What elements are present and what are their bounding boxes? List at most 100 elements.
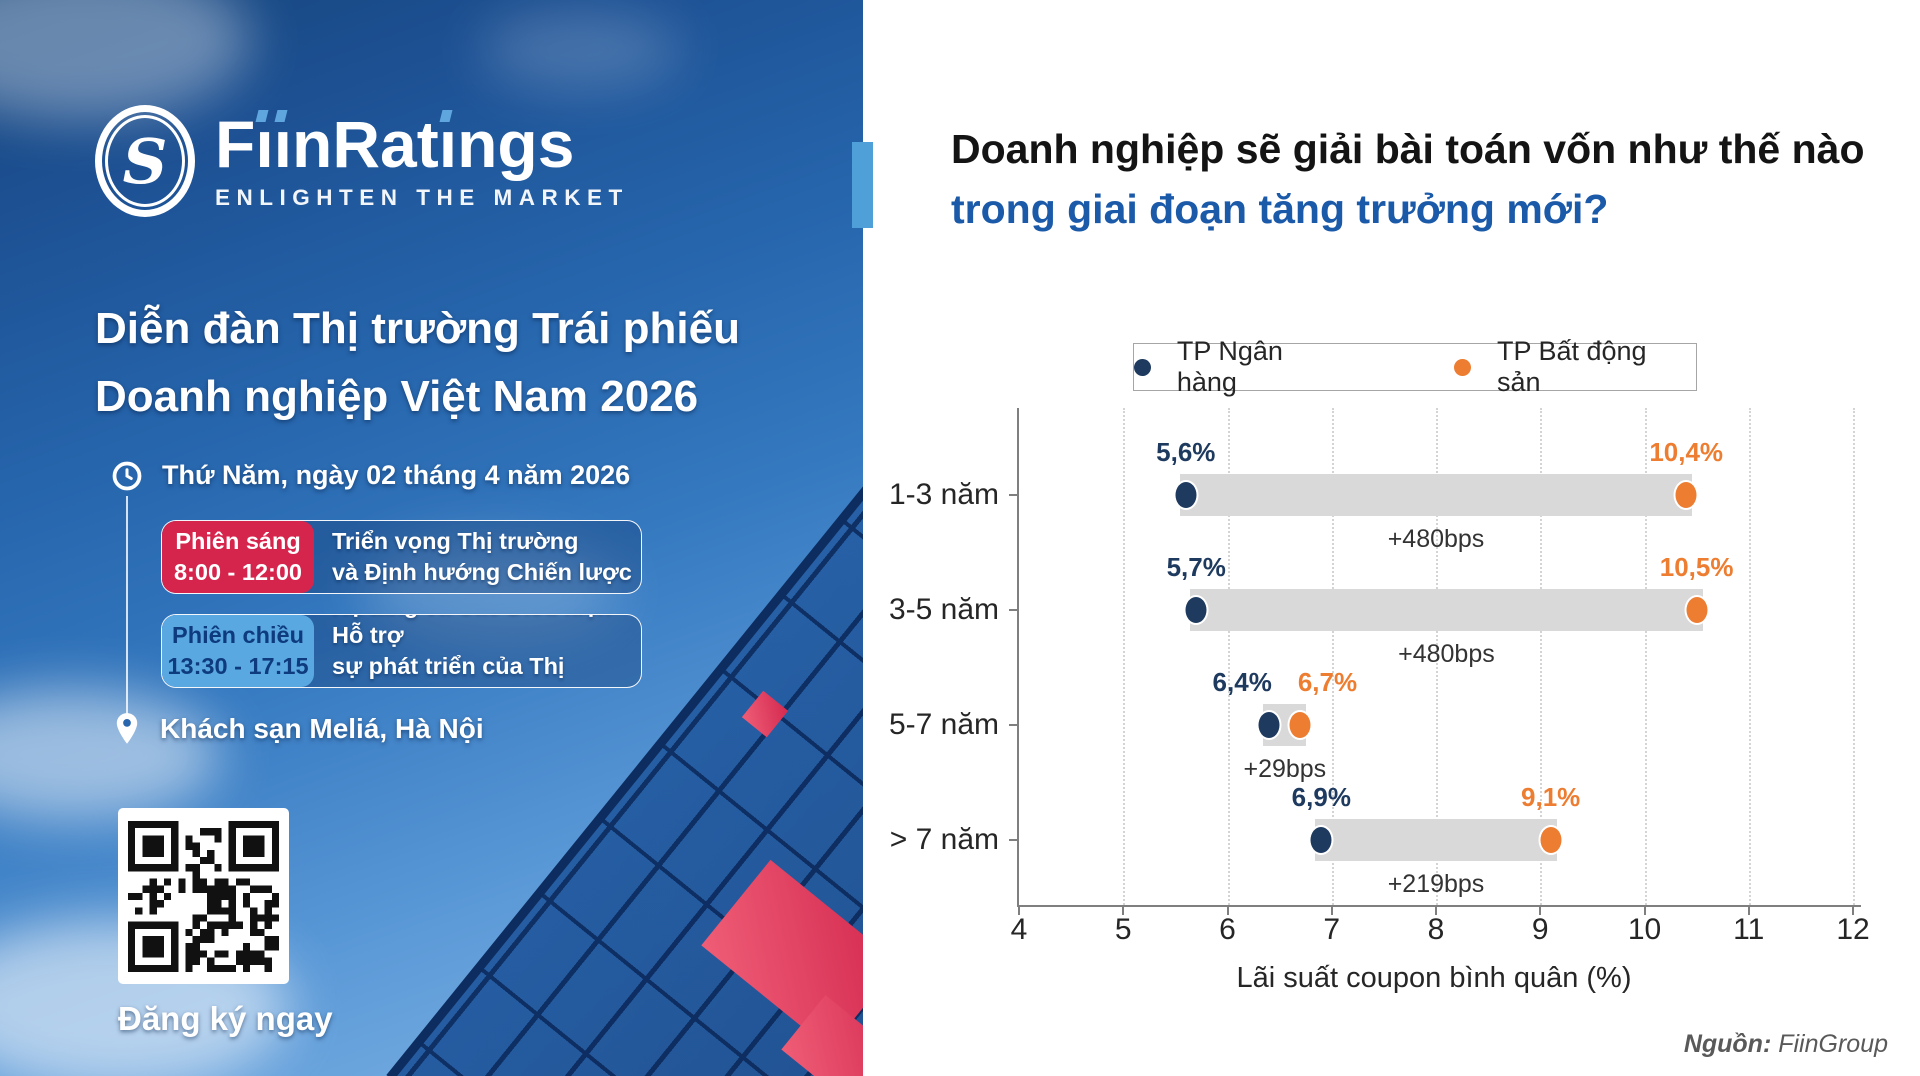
y-axis-tick: [1009, 494, 1017, 496]
x-axis-tick-label: 12: [1836, 913, 1870, 946]
session-topic-line1: Triển vọng Thị trường: [332, 528, 579, 555]
event-title-line2: Doanh nghiệp Việt Nam 2026: [95, 372, 699, 422]
fiinratings-logo: S FıınRatıngs ENLIGHTEN THE MARKET: [95, 105, 629, 217]
cloud: [360, 540, 620, 640]
gridline: [1748, 408, 1751, 905]
x-axis-tick-label: 11: [1733, 913, 1765, 946]
session-topic-line1: Hạ tầng và Các Điều kiện Hỗ trợ: [332, 615, 612, 649]
y-category-label: > 7 năm: [889, 823, 999, 856]
session-morning-topic: Triển vọng Thị trường và Định hướng Chiế…: [314, 521, 641, 593]
x-axis-tick-label: 7: [1323, 913, 1341, 946]
session-time: 13:30 - 17:15: [167, 653, 309, 679]
value-label: 10,4%: [1649, 437, 1724, 467]
y-axis-tick: [1009, 839, 1017, 841]
session-afternoon-topic: Hạ tầng và Các Điều kiện Hỗ trợ sự phát …: [314, 615, 641, 687]
event-date: Thứ Năm, ngày 02 tháng 4 năm 2026: [162, 460, 631, 490]
dumbbell-chart-plot-area: 4 5 6 7 8 9 10 11 12 1-3 năm 5,6% 10,4% +480bps 3-5 n…: [889, 408, 1870, 946]
spread-bar: [1179, 474, 1693, 516]
session-afternoon: Phiên chiều 13:30 - 17:15 Hạ tầng và Các…: [161, 614, 642, 688]
spread-bps-label: +29bps: [1243, 755, 1327, 783]
y-category-label: 1-3 năm: [888, 478, 999, 511]
clock-icon: [112, 461, 142, 491]
data-point-realestate: [1686, 597, 1708, 623]
gridline: [1227, 408, 1230, 905]
legend-item: TP Bất động sản: [1454, 336, 1696, 398]
legend-label: TP Ngân hàng: [1176, 336, 1283, 397]
session-name: Phiên chiều: [172, 622, 304, 649]
x-axis-tick-label: 9: [1531, 913, 1549, 946]
heading-accent-bar: [852, 142, 873, 228]
chart-heading-line1: Doanh nghiệp sẽ giải bài toán vốn như th…: [951, 126, 1865, 172]
value-label: 6,9%: [1291, 782, 1351, 812]
spread-bar: [1190, 589, 1703, 631]
gridline: [1436, 408, 1438, 905]
brand-letter-i: ı: [438, 107, 458, 181]
data-point-bank: [1258, 712, 1280, 738]
fiinratings-emblem-icon: S: [95, 105, 195, 217]
event-location-row: Khách sạn Meliá, Hà Nội: [112, 712, 484, 746]
brand-letter-i: ı: [255, 107, 274, 181]
brand-name: FıınRatıngs: [215, 107, 575, 181]
x-axis-tick: [1018, 907, 1020, 915]
event-banner-panel: S FıınRatıngs ENLIGHTEN THE MARKET Diễn …: [0, 0, 863, 1076]
source-value: FiinGroup: [1778, 1030, 1888, 1058]
source-label: Nguồn:: [1683, 1030, 1772, 1058]
brand-tagline: ENLIGHTEN THE MARKET: [215, 185, 629, 210]
y-axis-tick: [1009, 609, 1017, 611]
data-point-realestate: [1675, 482, 1697, 508]
cloud: [0, 690, 220, 820]
event-title: Diễn đàn Thị trường Trái phiếu Doanh ngh…: [95, 295, 740, 431]
gridline: [1540, 408, 1543, 905]
legend-item: TP Ngân hàng: [1134, 336, 1349, 398]
data-point-bank: [1175, 482, 1197, 508]
spread-bps-label: +480bps: [1387, 525, 1485, 553]
spread-bps-label: +480bps: [1398, 640, 1495, 668]
x-axis-tick: [1435, 907, 1437, 915]
x-axis-tick: [1226, 907, 1229, 915]
y-axis-tick: [1009, 724, 1017, 726]
logo-text-block: FıınRatıngs ENLIGHTEN THE MARKET: [215, 111, 629, 211]
value-label: 6,7%: [1297, 667, 1358, 697]
x-axis-tick-label: 6: [1219, 913, 1236, 946]
event-date-row: Thứ Năm, ngày 02 tháng 4 năm 2026: [112, 460, 630, 491]
session-morning: Phiên sáng 8:00 - 12:00 Triển vọng Thị t…: [161, 520, 642, 594]
x-axis-tick: [1643, 907, 1646, 915]
y-category-label: 3-5 năm: [888, 593, 999, 626]
gridline: [1331, 408, 1334, 905]
legend-label: TP Bất động sản: [1496, 336, 1647, 397]
legend-marker-icon: [1134, 358, 1151, 376]
brand-letter-i: ı: [273, 107, 293, 181]
event-location: Khách sạn Meliá, Hà Nội: [160, 713, 484, 744]
x-axis-title: Lãi suất coupon bình quân (%): [1236, 962, 1632, 994]
event-title-line1: Diễn đàn Thị trường Trái phiếu: [95, 304, 740, 353]
x-axis-tick: [1330, 907, 1333, 915]
spread-bar: [1315, 819, 1557, 861]
source-note: Nguồn: FiinGroup: [1684, 1030, 1888, 1059]
session-morning-time-badge: Phiên sáng 8:00 - 12:00: [162, 521, 314, 593]
data-point-realestate: [1540, 827, 1562, 853]
data-point-bank: [1310, 827, 1332, 853]
timeline-connector: [126, 496, 128, 724]
spread-bps-label: +219bps: [1387, 870, 1485, 898]
chart-legend: TP Ngân hàng TP Bất động sản: [1133, 336, 1697, 397]
legend-marker-icon: [1454, 358, 1471, 376]
session-time: 8:00 - 12:00: [173, 559, 303, 585]
gridline: [1123, 408, 1126, 905]
session-name: Phiên sáng: [175, 528, 301, 555]
x-axis-tick: [1539, 907, 1542, 915]
x-axis-tick-label: 8: [1427, 913, 1445, 946]
gridline: [1644, 408, 1647, 905]
value-label: 9,1%: [1521, 782, 1581, 812]
registration-qr-code[interactable]: [118, 808, 289, 984]
value-label: 10,5%: [1659, 552, 1734, 582]
x-axis-tick: [1122, 907, 1125, 915]
value-label: 5,6%: [1156, 437, 1216, 467]
location-pin-icon: [112, 712, 142, 746]
y-category-label: 5-7 năm: [888, 708, 999, 741]
value-label: 5,7%: [1166, 552, 1226, 582]
session-topic-line2: và Định hướng Chiến lược: [332, 559, 632, 585]
session-afternoon-time-badge: Phiên chiều 13:30 - 17:15: [162, 615, 314, 687]
cloud: [0, 0, 250, 120]
gridline: [1853, 408, 1855, 905]
